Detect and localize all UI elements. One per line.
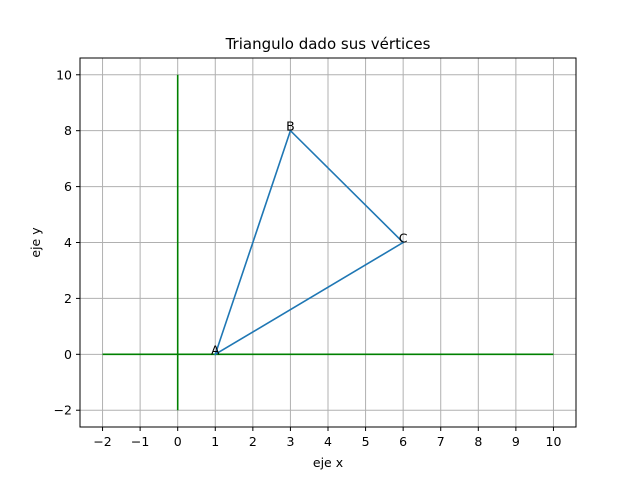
x-tick-label: 0 xyxy=(174,434,182,449)
triangle-edge xyxy=(214,129,292,356)
x-axis-label: eje x xyxy=(313,455,343,470)
vertex-label-a: A xyxy=(211,342,220,357)
y-tick-label: 8 xyxy=(64,123,72,138)
reference-lines xyxy=(102,74,554,411)
triangle-edge xyxy=(214,241,405,356)
triangle-series xyxy=(214,129,405,356)
y-tick-label: 4 xyxy=(64,235,72,250)
x-tick-label: 5 xyxy=(362,434,370,449)
x-tick-label: 7 xyxy=(437,434,445,449)
triangle-edge xyxy=(289,129,405,244)
x-tick-label: 6 xyxy=(399,434,407,449)
vertex-labels: A B C xyxy=(211,119,408,358)
grid-lines xyxy=(80,58,576,427)
x-tick-label: 1 xyxy=(211,434,219,449)
y-tick-label: 2 xyxy=(64,291,72,306)
x-tick-label: −1 xyxy=(131,434,149,449)
y-axis-label: eje y xyxy=(28,227,43,258)
vertex-label-c: C xyxy=(399,231,408,246)
x-tick-label: 9 xyxy=(512,434,520,449)
y-tick-label: −2 xyxy=(54,403,72,418)
y-tick-label: 10 xyxy=(56,67,72,82)
x-tick-label: 4 xyxy=(324,434,332,449)
chart-title: Triangulo dado sus vértices xyxy=(225,35,431,53)
x-tick-label: 2 xyxy=(249,434,257,449)
x-tick-label: 3 xyxy=(286,434,294,449)
x-tick-label: 10 xyxy=(546,434,562,449)
axis-ticks: −2 −1 0 1 2 3 4 5 6 7 8 9 10 −2 0 2 4 6 8 10 xyxy=(54,67,562,449)
vertex-label-b: B xyxy=(286,119,295,134)
x-tick-label: −2 xyxy=(93,434,111,449)
y-tick-label: 0 xyxy=(64,347,72,362)
y-tick-label: 6 xyxy=(64,179,72,194)
x-tick-label: 8 xyxy=(474,434,482,449)
